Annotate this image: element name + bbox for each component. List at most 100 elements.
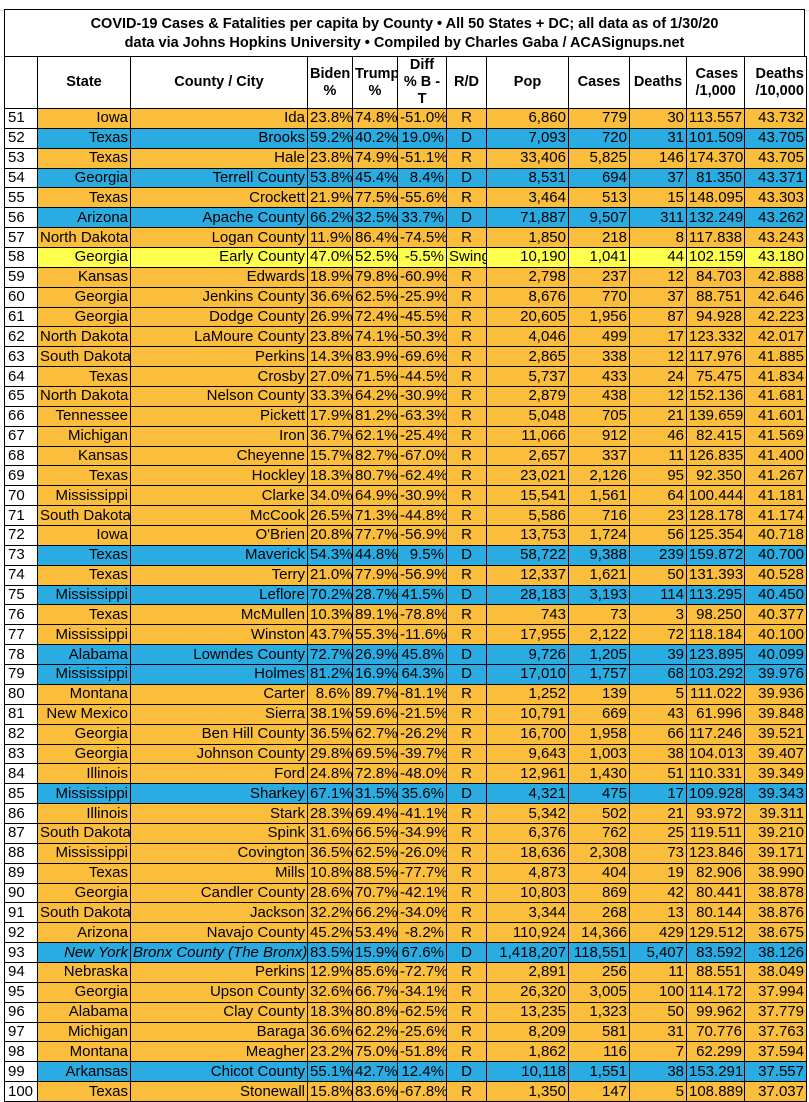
cell-deaths-per-10000[interactable]: 41.400 bbox=[744, 445, 807, 467]
cell-deaths[interactable]: 11 bbox=[629, 961, 687, 983]
table-row[interactable]: 91 South Dakota Jackson 32.2% 66.2% -34.0% R 3,… bbox=[4, 902, 807, 924]
cell-deaths-per-10000[interactable]: 43.180 bbox=[744, 247, 807, 268]
cell-population[interactable]: 71,887 bbox=[486, 207, 569, 229]
cell-row-number[interactable]: 65 bbox=[4, 386, 38, 407]
header-deaths-per-10000[interactable]: Deaths /10,000 bbox=[744, 56, 807, 109]
cell-party[interactable]: R bbox=[446, 961, 487, 983]
cell-population[interactable]: 4,873 bbox=[486, 862, 569, 884]
cell-cases-per-1000[interactable]: 152.136 bbox=[686, 386, 745, 407]
header-population[interactable]: Pop bbox=[486, 56, 569, 109]
cell-cases[interactable]: 1,003 bbox=[568, 743, 630, 765]
cell-cases-per-1000[interactable]: 111.022 bbox=[686, 683, 745, 705]
cell-state[interactable]: Tennessee bbox=[37, 405, 131, 427]
cell-party[interactable]: D bbox=[446, 942, 487, 963]
cell-row-number[interactable]: 91 bbox=[4, 902, 38, 924]
cell-population[interactable]: 12,961 bbox=[486, 763, 569, 785]
cell-county[interactable]: Crockett bbox=[130, 187, 308, 209]
cell-cases-per-1000[interactable]: 81.350 bbox=[686, 167, 745, 189]
cell-cases[interactable]: 2,122 bbox=[568, 624, 630, 646]
cell-row-number[interactable]: 98 bbox=[4, 1041, 38, 1063]
cell-party[interactable]: R bbox=[446, 485, 487, 507]
cell-deaths[interactable]: 311 bbox=[629, 207, 687, 229]
cell-county[interactable]: Dodge County bbox=[130, 306, 308, 328]
cell-population[interactable]: 5,342 bbox=[486, 803, 569, 824]
cell-deaths-per-10000[interactable]: 41.834 bbox=[744, 366, 807, 388]
cell-county[interactable]: Cheyenne bbox=[130, 445, 308, 467]
cell-population[interactable]: 1,850 bbox=[486, 227, 569, 249]
cell-population[interactable]: 6,860 bbox=[486, 108, 569, 129]
cell-party[interactable]: D bbox=[446, 544, 487, 566]
cell-biden-pct[interactable]: 21.0% bbox=[307, 564, 353, 586]
cell-state[interactable]: Montana bbox=[37, 683, 131, 705]
cell-deaths-per-10000[interactable]: 38.675 bbox=[744, 922, 807, 944]
cell-diff-pct[interactable]: -60.9% bbox=[397, 266, 447, 288]
cell-cases[interactable]: 5,825 bbox=[568, 147, 630, 169]
cell-state[interactable]: Texas bbox=[37, 604, 131, 626]
cell-deaths[interactable]: 50 bbox=[629, 564, 687, 586]
cell-deaths[interactable]: 43 bbox=[629, 703, 687, 725]
cell-cases-per-1000[interactable]: 83.592 bbox=[686, 942, 745, 963]
cell-trump-pct[interactable]: 62.1% bbox=[352, 425, 398, 447]
table-row[interactable]: 79 Mississippi Holmes 81.2% 16.9% 64.3% D 17,01… bbox=[4, 664, 807, 685]
cell-state[interactable]: Mississippi bbox=[37, 842, 131, 864]
cell-deaths[interactable]: 239 bbox=[629, 544, 687, 566]
cell-cases[interactable]: 2,308 bbox=[568, 842, 630, 864]
cell-cases[interactable]: 705 bbox=[568, 405, 630, 427]
cell-cases-per-1000[interactable]: 139.659 bbox=[686, 405, 745, 427]
cell-biden-pct[interactable]: 36.5% bbox=[307, 842, 353, 864]
cell-party[interactable]: R bbox=[446, 425, 487, 447]
cell-state[interactable]: New York bbox=[37, 942, 131, 963]
cell-party[interactable]: R bbox=[446, 703, 487, 725]
cell-cases-per-1000[interactable]: 159.872 bbox=[686, 544, 745, 566]
cell-party[interactable]: R bbox=[446, 604, 487, 626]
cell-trump-pct[interactable]: 89.7% bbox=[352, 683, 398, 705]
cell-cases[interactable]: 73 bbox=[568, 604, 630, 626]
table-row[interactable]: 84 Illinois Ford 24.8% 72.8% -48.0% R 12,961 1,4… bbox=[4, 763, 807, 785]
cell-deaths-per-10000[interactable]: 37.557 bbox=[744, 1061, 807, 1083]
cell-diff-pct[interactable]: -67.8% bbox=[397, 1081, 447, 1102]
cell-county[interactable]: Navajo County bbox=[130, 922, 308, 944]
cell-population[interactable]: 10,190 bbox=[486, 247, 569, 268]
table-row[interactable]: 90 Georgia Candler County 28.6% 70.7% -42.1% R… bbox=[4, 882, 807, 904]
cell-county[interactable]: Maverick bbox=[130, 544, 308, 566]
cell-biden-pct[interactable]: 45.2% bbox=[307, 922, 353, 944]
cell-state[interactable]: Mississippi bbox=[37, 584, 131, 606]
cell-deaths[interactable]: 95 bbox=[629, 465, 687, 487]
header-deaths[interactable]: Deaths bbox=[629, 56, 687, 109]
cell-diff-pct[interactable]: -26.2% bbox=[397, 723, 447, 745]
cell-county[interactable]: Spink bbox=[130, 822, 308, 844]
cell-biden-pct[interactable]: 26.9% bbox=[307, 306, 353, 328]
cell-trump-pct[interactable]: 80.7% bbox=[352, 465, 398, 487]
cell-population[interactable]: 3,464 bbox=[486, 187, 569, 209]
cell-cases[interactable]: 770 bbox=[568, 286, 630, 308]
cell-cases-per-1000[interactable]: 62.299 bbox=[686, 1041, 745, 1063]
cell-county[interactable]: Lowndes County bbox=[130, 644, 308, 666]
cell-cases-per-1000[interactable]: 126.835 bbox=[686, 445, 745, 467]
cell-biden-pct[interactable]: 55.1% bbox=[307, 1061, 353, 1083]
table-row[interactable]: 62 North Dakota LaMoure County 23.8% 74.1% -5… bbox=[4, 326, 807, 348]
cell-row-number[interactable]: 83 bbox=[4, 743, 38, 765]
cell-state[interactable]: Mississippi bbox=[37, 664, 131, 685]
cell-cases-per-1000[interactable]: 123.846 bbox=[686, 842, 745, 864]
cell-county[interactable]: Nelson County bbox=[130, 386, 308, 407]
cell-diff-pct[interactable]: 9.5% bbox=[397, 544, 447, 566]
table-row[interactable]: 51 Iowa Ida 23.8% 74.8% -51.0% R 6,860 779 30 113.… bbox=[4, 108, 807, 129]
cell-county[interactable]: Hockley bbox=[130, 465, 308, 487]
cell-row-number[interactable]: 63 bbox=[4, 346, 38, 368]
cell-state[interactable]: Iowa bbox=[37, 525, 131, 546]
cell-party[interactable]: R bbox=[446, 683, 487, 705]
cell-county[interactable]: Apache County bbox=[130, 207, 308, 229]
cell-diff-pct[interactable]: -48.0% bbox=[397, 763, 447, 785]
cell-biden-pct[interactable]: 36.6% bbox=[307, 286, 353, 308]
cell-row-number[interactable]: 75 bbox=[4, 584, 38, 606]
cell-county[interactable]: Stonewall bbox=[130, 1081, 308, 1102]
cell-deaths[interactable]: 42 bbox=[629, 882, 687, 904]
cell-deaths-per-10000[interactable]: 40.718 bbox=[744, 525, 807, 546]
cell-row-number[interactable]: 59 bbox=[4, 266, 38, 288]
cell-row-number[interactable]: 72 bbox=[4, 525, 38, 546]
cell-row-number[interactable]: 76 bbox=[4, 604, 38, 626]
cell-trump-pct[interactable]: 40.2% bbox=[352, 127, 398, 149]
cell-population[interactable]: 5,737 bbox=[486, 366, 569, 388]
cell-diff-pct[interactable]: -51.1% bbox=[397, 147, 447, 169]
cell-party[interactable]: R bbox=[446, 723, 487, 745]
